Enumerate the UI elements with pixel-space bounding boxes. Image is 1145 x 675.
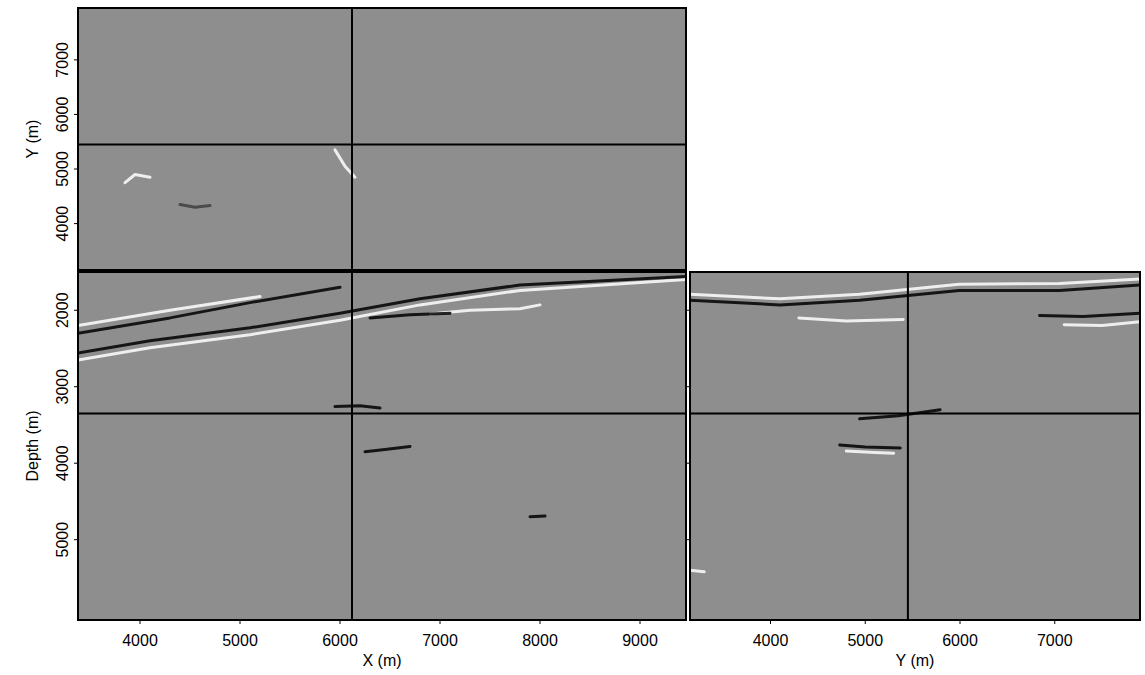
reflector — [335, 406, 380, 408]
x-tick — [770, 620, 771, 624]
reflector — [846, 451, 893, 453]
crosshair-x — [351, 8, 353, 270]
x-axis-title: Y (m) — [896, 652, 935, 669]
reflector — [180, 205, 210, 208]
y-tick-label: 4000 — [54, 445, 71, 481]
panel-ground — [78, 8, 686, 270]
y-tick — [74, 114, 78, 115]
y-tick-label: 6000 — [54, 97, 71, 133]
frame — [690, 272, 1140, 620]
y-axis-title: Depth (m) — [24, 410, 41, 481]
x-axis-title: X (m) — [362, 652, 401, 669]
x-tick — [1054, 620, 1055, 624]
reflector — [78, 277, 686, 354]
reflector — [125, 175, 150, 183]
reflector — [78, 280, 686, 360]
x-tick — [240, 620, 241, 624]
y-tick — [74, 169, 78, 170]
x-tick — [960, 620, 961, 624]
panel-1: 4000 5000 6000 7000 8000 9000 2000 3000 4000 5000… — [24, 272, 686, 669]
y-tick — [74, 463, 78, 464]
x-tick-label: 6000 — [322, 632, 358, 649]
figure: 4000 5000 6000 7000 Y (m) 4000 5000 6000 7000 800… — [0, 0, 1145, 675]
x-tick-label: 5000 — [222, 632, 258, 649]
y-tick-label: 3000 — [54, 369, 71, 405]
frame — [78, 272, 686, 620]
crosshair-y — [78, 143, 686, 145]
x-tick-label: 6000 — [942, 632, 978, 649]
x-tick — [440, 620, 441, 624]
reflector — [78, 287, 340, 333]
reflector — [840, 445, 901, 448]
x-tick-label: 4000 — [122, 632, 158, 649]
y-tick — [74, 59, 78, 60]
y-tick-label: 5000 — [54, 151, 71, 187]
y-tick — [686, 463, 690, 464]
x-tick-label: 7000 — [1037, 632, 1073, 649]
y-axis-title: Y (m) — [24, 120, 41, 159]
x-tick — [540, 620, 541, 624]
y-tick-label: 4000 — [54, 206, 71, 242]
y-tick-label: 7000 — [54, 42, 71, 78]
panel-ground — [78, 272, 686, 620]
y-tick — [686, 310, 690, 311]
x-tick-label: 5000 — [847, 632, 883, 649]
panel-2: 4000 5000 6000 7000 Y (m) — [686, 272, 1140, 669]
y-tick — [74, 386, 78, 387]
panel-ground — [690, 272, 1140, 620]
x-tick-label: 7000 — [422, 632, 458, 649]
crosshair-x — [907, 272, 909, 620]
y-tick — [686, 539, 690, 540]
x-tick-label: 4000 — [753, 632, 789, 649]
y-tick — [686, 386, 690, 387]
reflectors — [78, 8, 686, 270]
x-tick — [140, 620, 141, 624]
panel-0: 4000 5000 6000 7000 Y (m) — [24, 8, 686, 270]
y-tick-label: 5000 — [54, 522, 71, 558]
reflector — [690, 279, 1140, 299]
reflector — [365, 446, 410, 451]
reflectors — [78, 272, 686, 620]
x-tick-label: 8000 — [522, 632, 558, 649]
x-tick — [865, 620, 866, 624]
reflector — [370, 313, 450, 318]
reflector — [1064, 322, 1140, 326]
reflector — [530, 515, 545, 519]
reflector — [1040, 313, 1140, 316]
y-tick-label: 2000 — [54, 292, 71, 328]
x-tick — [640, 620, 641, 624]
reflector — [690, 570, 704, 572]
y-tick — [74, 223, 78, 224]
reflector — [78, 297, 260, 326]
x-tick-label: 9000 — [622, 632, 658, 649]
reflector — [799, 318, 903, 321]
y-tick — [74, 310, 78, 311]
crosshair-x — [351, 272, 353, 620]
x-tick — [340, 620, 341, 624]
y-tick — [74, 539, 78, 540]
crosshair-y — [690, 412, 1140, 414]
crosshair-y — [78, 412, 686, 414]
reflectors — [690, 272, 1140, 620]
frame — [78, 8, 686, 270]
